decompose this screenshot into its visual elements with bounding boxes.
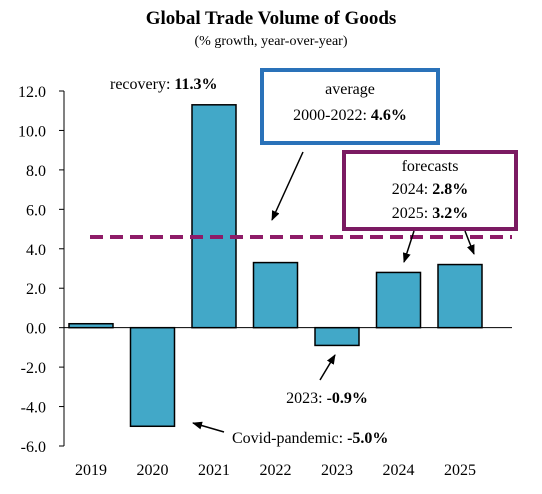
forecast-2025-value: 3.2% [432, 205, 468, 222]
x-tick-label: 2020 [137, 462, 169, 479]
forecast-2025-label: 2025: [392, 205, 432, 222]
average-title: average [325, 81, 375, 98]
x-tick-label: 2024 [383, 462, 415, 479]
recovery-value: 11.3% [174, 76, 217, 93]
x-tick-label: 2019 [75, 462, 107, 479]
forecast-2024: 2024: 2.8% [392, 181, 468, 198]
y2023-label: 2023: [286, 390, 326, 407]
covid-annotation: Covid-pandemic: -5.0% [232, 430, 388, 447]
y-tick-label: -6.0 [21, 439, 46, 456]
covid-value: -5.0% [347, 430, 388, 447]
y-tick-label: 6.0 [26, 202, 46, 219]
forecasts-title: forecasts [402, 158, 459, 175]
y2023-arrow [319, 354, 336, 381]
bar-2020 [129, 326, 176, 428]
y-tick-label: 2.0 [26, 281, 46, 298]
bar-2021 [191, 104, 237, 329]
average-value: 4.6% [371, 107, 407, 124]
x-tick-label: 2021 [198, 462, 230, 479]
chart-title: Global Trade Volume of Goods [146, 8, 397, 29]
x-tick-label: 2022 [260, 462, 292, 479]
x-tick-label: 2023 [321, 462, 353, 479]
bar-2025 [437, 263, 483, 329]
recovery-annotation: recovery: 11.3% [110, 76, 218, 93]
chart-subtitle: (% growth, year-over-year) [195, 34, 348, 49]
bar-2022 [252, 261, 299, 329]
average-box [260, 68, 440, 145]
y-tick-label: 0.0 [26, 321, 46, 338]
bar-2024 [375, 271, 422, 329]
forecast-2025: 2025: 3.2% [392, 205, 468, 222]
recovery-label: recovery: [110, 76, 174, 93]
covid-arrow [192, 421, 225, 433]
y-tick-label: 10.0 [18, 123, 46, 140]
forecast-2024-label: 2024: [392, 181, 432, 198]
y-tick-label: 4.0 [26, 242, 46, 259]
y2023-value: -0.9% [327, 390, 368, 407]
forecast-2024-value: 2.8% [432, 181, 468, 198]
forecasts-box [342, 150, 518, 231]
y-tick-label: 8.0 [26, 163, 46, 180]
bar-2019 [68, 322, 114, 329]
x-axis-labels: 2019 2020 2021 2022 2023 2024 2025 [75, 462, 476, 479]
y-tick-label: -4.0 [21, 400, 46, 417]
y-axis-ticks: 12.0 10.0 8.0 6.0 4.0 2.0 0.0 -2.0 -4.0 -6.0 [18, 84, 64, 456]
forecast-2025-arrow [464, 230, 475, 255]
average-period-label: 2000-2022: [293, 107, 371, 124]
forecast-2024-arrow [402, 230, 415, 263]
bar-2023 [314, 326, 360, 347]
average-arrow [271, 151, 304, 221]
covid-label: Covid-pandemic: [232, 430, 347, 447]
y2023-annotation: 2023: -0.9% [286, 390, 368, 407]
bars [68, 104, 483, 428]
y-tick-label: -2.0 [21, 360, 46, 377]
x-tick-label: 2025 [444, 462, 476, 479]
y-tick-label: 12.0 [18, 84, 46, 101]
average-text: 2000-2022: 4.6% [293, 107, 407, 124]
